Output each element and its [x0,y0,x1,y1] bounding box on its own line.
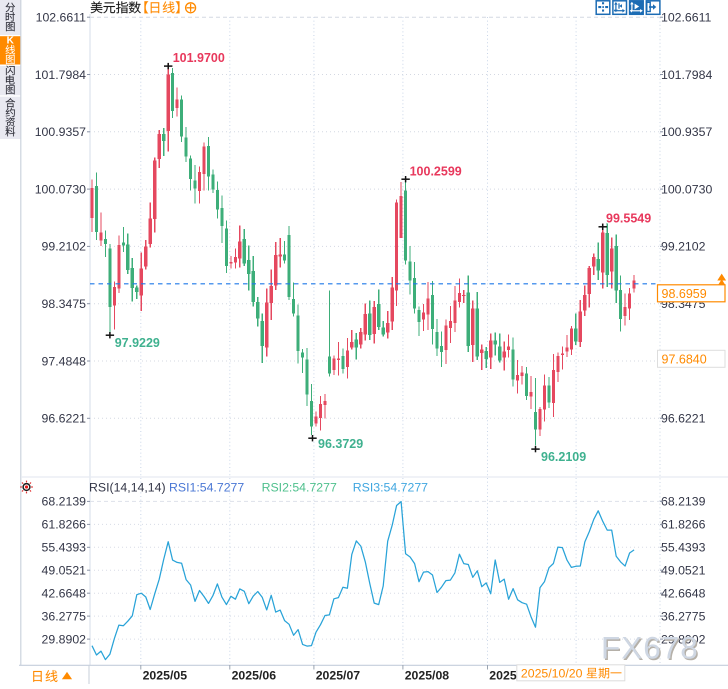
svg-text:98.6959: 98.6959 [662,287,707,301]
svg-text:101.7984: 101.7984 [35,68,86,82]
svg-text:2025/07: 2025/07 [316,669,361,683]
svg-text:2025/10/20: 2025/10/20 [521,667,583,681]
svg-text:68.2139: 68.2139 [42,495,87,509]
svg-text:100.0730: 100.0730 [35,182,86,196]
svg-text:49.0521: 49.0521 [42,564,87,578]
svg-text:42.6648: 42.6648 [661,587,706,601]
svg-text:98.3475: 98.3475 [42,297,87,311]
svg-text:2025/06: 2025/06 [232,669,277,683]
svg-text:FX678: FX678 [601,630,699,666]
svg-text:101.7984: 101.7984 [661,68,712,82]
svg-text:49.0521: 49.0521 [661,564,706,578]
svg-text:29.8902: 29.8902 [42,632,87,646]
svg-text:101.9700: 101.9700 [173,51,225,65]
svg-text:102.6611: 102.6611 [36,11,87,25]
svg-text:42.6648: 42.6648 [42,587,87,601]
svg-text:55.4393: 55.4393 [42,541,87,555]
svg-text:FX678: FX678 [602,631,700,667]
svg-text:100.0730: 100.0730 [661,182,712,196]
svg-text:RSI3:54.7277: RSI3:54.7277 [353,481,428,495]
svg-text:2025: 2025 [489,669,517,683]
svg-text:RSI2:54.7277: RSI2:54.7277 [262,481,337,495]
svg-text:29.8902: 29.8902 [661,632,706,646]
svg-text:2025/08: 2025/08 [405,669,450,683]
svg-text:2025/05: 2025/05 [143,669,188,683]
svg-text:96.6221: 96.6221 [661,412,706,426]
svg-text:100.9357: 100.9357 [35,125,86,139]
svg-text:55.4393: 55.4393 [661,541,706,555]
svg-text:RSI(14,14,14): RSI(14,14,14) [89,481,166,495]
svg-text:61.8266: 61.8266 [661,518,706,532]
svg-text:96.6221: 96.6221 [42,412,87,426]
svg-text:99.2102: 99.2102 [661,240,706,254]
svg-text:100.9357: 100.9357 [661,125,712,139]
svg-text:36.2775: 36.2775 [42,609,87,623]
svg-text:36.2775: 36.2775 [661,609,706,623]
svg-text:99.2102: 99.2102 [42,240,87,254]
svg-text:102.6611: 102.6611 [661,11,712,25]
svg-text:99.5549: 99.5549 [606,212,651,226]
svg-text:RSI1:54.7277: RSI1:54.7277 [169,481,244,495]
svg-text:61.8266: 61.8266 [42,518,87,532]
svg-text:100.2599: 100.2599 [410,165,462,179]
svg-text:97.4848: 97.4848 [42,354,87,368]
svg-text:97.9229: 97.9229 [115,336,160,350]
svg-text:97.6840: 97.6840 [662,352,707,366]
svg-text:96.3729: 96.3729 [318,437,363,451]
svg-text:96.2109: 96.2109 [541,450,586,464]
svg-text:68.2139: 68.2139 [661,495,706,509]
svg-text:K: K [7,36,15,47]
